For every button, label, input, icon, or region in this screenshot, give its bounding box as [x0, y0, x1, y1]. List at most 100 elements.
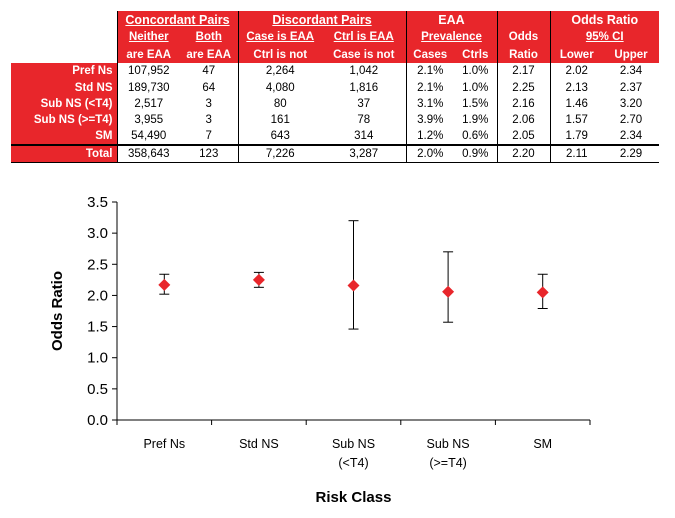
ctrl-eaa-header: Ctrl is EAA: [322, 28, 407, 47]
case-eaa-sub: Ctrl is not: [238, 46, 322, 64]
cell-both: 123: [180, 143, 239, 163]
case-eaa-header: Case is EAA: [238, 28, 322, 47]
cell-or: 2.17: [497, 63, 551, 80]
cell-ctrls: 1.9%: [454, 111, 498, 128]
discordant-header: Discordant Pairs: [238, 11, 407, 29]
cell-ctrl-eaa: 3,287: [322, 143, 407, 163]
cell-ctrls: 1.0%: [454, 79, 498, 96]
data-point: [252, 273, 265, 286]
eaa-header: EAA: [406, 11, 498, 29]
cell-case-eaa: 161: [270, 113, 290, 126]
row-label: Std NS: [11, 79, 118, 96]
cell-upper: 3.20: [619, 97, 643, 110]
lower-header: Lower: [550, 46, 603, 64]
cell-neither: 358,643: [117, 143, 180, 163]
y-tick-label: 1.0: [87, 350, 108, 367]
cell-both: 7: [180, 127, 239, 145]
cell-lower: 2.11: [550, 143, 603, 163]
cell-or: 2.06: [497, 111, 551, 128]
x-tick-label: Sub NS: [332, 437, 375, 451]
or-ci-header: Odds Ratio: [550, 11, 660, 29]
odds-label: Odds: [497, 28, 551, 47]
cell-both: 3: [180, 95, 239, 112]
cell-lower: 1.79: [565, 129, 588, 142]
cell-lower: 2.02: [565, 65, 588, 78]
cell-cases: 2.1%: [417, 65, 444, 78]
cell-case-eaa: 643: [270, 129, 290, 142]
cell-ctrl-eaa: 1,816: [322, 79, 407, 96]
neither-sub: are EAA: [117, 46, 180, 64]
odds-header: [497, 11, 551, 29]
cell-cases: 2.0%: [406, 143, 454, 163]
cell-case-eaa: 7,226: [238, 143, 322, 163]
cell-ctrl-eaa: 314: [322, 127, 407, 145]
cell-neither: 54,490: [131, 129, 167, 142]
header-row-mid: Neither Both Case is EAA Ctrl is EAA Pre…: [11, 28, 660, 47]
x-tick-label: Std NS: [239, 437, 279, 451]
ci-label: 95% CI: [550, 28, 660, 47]
cell-ctrl-eaa: 78: [322, 111, 407, 128]
x-tick-label: SM: [533, 437, 552, 451]
y-tick-label: 2.0: [87, 287, 108, 304]
cell-ctrls: 0.9%: [454, 143, 498, 163]
row-label: SM: [11, 127, 118, 145]
cell-case-eaa: 80: [273, 97, 287, 110]
cell-case-eaa: 2,264: [265, 65, 295, 78]
cell-upper: 2.34: [619, 65, 643, 78]
cell-or: 2.16: [497, 95, 551, 112]
cell-both: 3: [180, 111, 239, 128]
cell-case-eaa: 4,080: [265, 81, 295, 94]
ctrl-eaa-sub: Case is not: [322, 46, 407, 64]
data-point: [442, 285, 455, 298]
cell-cases: 3.1%: [417, 97, 444, 110]
table-row: Sub NS (>=T4) 3,955 3 161 78 3.9% 1.9% 2.06 1.57…: [11, 111, 659, 128]
x-tick-label: Sub NS: [427, 437, 470, 451]
cell-lower: 2.13: [565, 81, 588, 94]
ratio-label: Ratio: [497, 46, 551, 64]
row-label: Sub NS (>=T4): [11, 111, 118, 128]
cell-neither: 107,952: [127, 65, 170, 78]
concordant-header: Concordant Pairs: [117, 11, 239, 29]
cell-cases: 2.1%: [417, 81, 444, 94]
y-tick-label: 3.5: [87, 194, 108, 211]
x-tick-label-line2: (>=T4): [429, 456, 467, 470]
data-point: [536, 286, 549, 299]
y-tick-label: 1.5: [87, 319, 108, 336]
both-sub: are EAA: [180, 46, 239, 64]
ctrls-header: Ctrls: [454, 46, 498, 64]
cell-upper: 2.70: [619, 113, 643, 126]
row-label: Pref Ns: [11, 63, 118, 80]
both-header: Both: [180, 28, 239, 47]
cell-cases: 1.2%: [417, 129, 444, 142]
table-total-row: Total 358,643 123 7,226 3,287 2.0% 0.9% 2.20 2.1…: [11, 143, 660, 163]
cell-ctrl-eaa: 1,042: [322, 63, 407, 80]
prevalence-header: Prevalence: [406, 28, 498, 47]
x-tick-label: Pref Ns: [143, 437, 185, 451]
data-point: [158, 278, 171, 291]
cell-upper: 2.29: [603, 143, 660, 163]
cell-ctrls: 1.5%: [454, 95, 498, 112]
cell-both: 64: [180, 79, 239, 96]
cell-ctrls: 1.0%: [454, 63, 498, 80]
table-row: Pref Ns 107,952 47 2,264 1,042 2.1% 1.0% 2.17 2.…: [11, 63, 659, 80]
cell-upper: 2.37: [619, 81, 643, 94]
y-tick-label: 0.5: [87, 381, 108, 398]
cell-or: 2.05: [497, 127, 551, 145]
cell-both: 47: [180, 63, 239, 80]
row-label: Sub NS (<T4): [11, 95, 118, 112]
upper-header: Upper: [603, 46, 660, 64]
cell-lower: 1.46: [565, 97, 588, 110]
y-tick-label: 0.0: [87, 412, 108, 429]
cell-neither: 189,730: [127, 81, 170, 94]
cell-lower: 1.57: [565, 113, 588, 126]
cell-ctrls: 0.6%: [454, 127, 498, 145]
cell-or: 2.20: [497, 143, 551, 163]
row-label: Total: [11, 143, 118, 163]
y-tick-label: 3.0: [87, 225, 108, 242]
cell-or: 2.25: [497, 79, 551, 96]
cases-header: Cases: [406, 46, 454, 64]
stats-table: Concordant Pairs Discordant Pairs EAA Od…: [11, 11, 660, 163]
cell-neither: 3,955: [134, 113, 164, 126]
x-tick-label-line2: (<T4): [338, 456, 368, 470]
y-axis-title: Odds Ratio: [49, 271, 66, 351]
